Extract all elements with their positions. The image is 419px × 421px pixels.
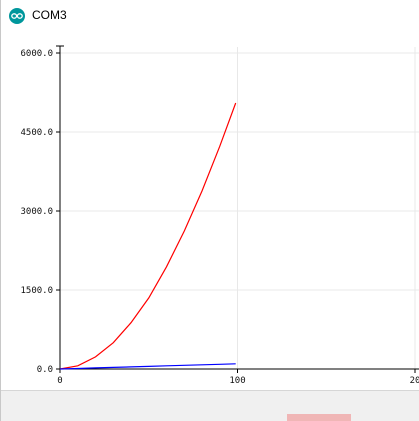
x-tick-label: 20 [410, 376, 419, 386]
y-tick-label: 4500.0 [20, 128, 53, 138]
bottom-bar [1, 390, 419, 421]
line-chart: 0.0 1500.0 3000.0 4500.0 6000.0 0 100 20 [20, 45, 419, 386]
background-window-fragment [287, 414, 351, 421]
y-tick-label: 6000.0 [20, 49, 53, 59]
window-title: COM3 [32, 8, 67, 22]
y-tick-label: 0.0 [37, 365, 53, 375]
x-tick-label: 0 [57, 376, 62, 386]
x-tick-label: 100 [229, 376, 245, 386]
series-line-red [59, 102, 237, 370]
y-tick-label: 3000.0 [20, 207, 53, 217]
series-line-blue [59, 363, 236, 370]
plot-area: 0.0 1500.0 3000.0 4500.0 6000.0 0 100 20 [1, 32, 419, 390]
arduino-icon [9, 8, 25, 24]
y-tick-label: 1500.0 [20, 286, 53, 296]
title-bar[interactable]: COM3 [1, 0, 419, 32]
